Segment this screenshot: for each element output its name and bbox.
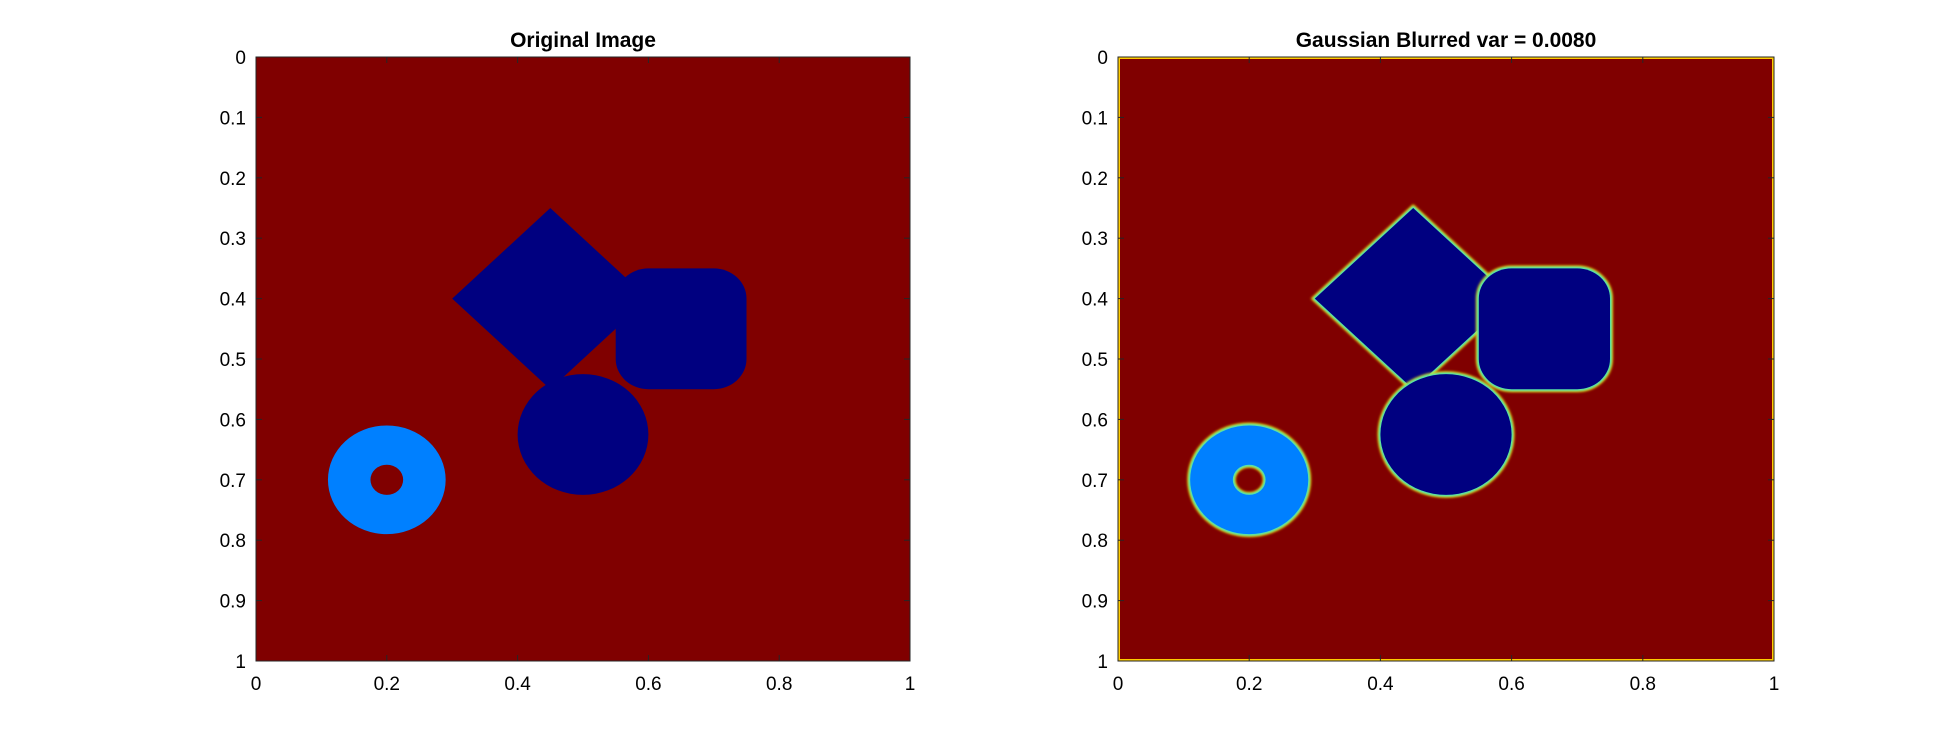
left-y-tick-label: 0.5: [220, 350, 246, 371]
right-y-axis: 0 0.1 0.2 0.3 0.4 0.5 0.6 0.7 0.8 0.9 1: [1082, 48, 1774, 673]
left-shape-diamond-0: [452, 208, 649, 390]
left-x-tick-label: 1: [905, 674, 916, 695]
left-y-tick-label: 0.6: [220, 410, 246, 431]
left-y-tick-label: 0.3: [220, 229, 246, 250]
left-y-tick-label: 0.7: [220, 471, 246, 492]
left-y-tick-label: 1: [235, 652, 246, 673]
left-shape-circle-2: [517, 374, 649, 495]
left-x-tick-label: 0: [251, 674, 262, 695]
left-y-tick-label: 0.9: [220, 592, 246, 613]
right-x-tick-label: 0.4: [1367, 674, 1394, 695]
left-shape-ring-3: [327, 425, 446, 535]
right-x-tick-label: 0.8: [1630, 674, 1656, 695]
left-chart-title: Original Image: [510, 29, 656, 52]
right-shape-circle-2: [1380, 374, 1512, 495]
right-y-tick-label: 0.7: [1082, 471, 1108, 492]
right-x-tick-label: 0: [1113, 674, 1124, 695]
right-y-tick-label: 0.3: [1082, 229, 1108, 250]
right-y-tick-label: 1: [1097, 652, 1108, 673]
left-x-tick-label: 0.4: [504, 674, 531, 695]
right-plot-area: [1117, 56, 1775, 662]
right-x-axis: 0 0.2 0.4 0.6 0.8 1: [1113, 57, 1780, 695]
right-shape-ring-3: [1190, 425, 1309, 535]
right-y-tick-label: 0.5: [1082, 350, 1108, 371]
right-y-tick-label: 0.1: [1082, 108, 1108, 129]
left-y-tick-label: 0.8: [220, 531, 246, 552]
right-x-tick-label: 1: [1769, 674, 1780, 695]
right-y-tick-label: 0.4: [1082, 290, 1109, 311]
right-x-tick-label: 0.6: [1498, 674, 1524, 695]
left-y-tick-label: 0.2: [220, 169, 246, 190]
left-shape-rounded-rect-1: [615, 268, 747, 390]
right-shape-rounded-rect-1: [1478, 268, 1610, 390]
right-shapes: [1187, 204, 1613, 537]
left-shapes: [327, 208, 747, 535]
right-x-tick-label: 0.2: [1236, 674, 1262, 695]
left-x-tick-label: 0.2: [374, 674, 400, 695]
left-y-tick-label: 0.4: [220, 290, 247, 311]
left-plot-area: [255, 56, 911, 662]
right-y-tick-label: 0.6: [1082, 410, 1108, 431]
right-y-tick-label: 0.8: [1082, 531, 1108, 552]
right-y-tick-label: 0.2: [1082, 169, 1108, 190]
right-y-tick-label: 0.9: [1082, 592, 1108, 613]
right-shape-diamond-0: [1314, 208, 1512, 390]
left-y-axis: 0 0.1 0.2 0.3 0.4 0.5 0.6 0.7 0.8 0.9 1: [220, 48, 910, 673]
left-x-tick-label: 0.6: [635, 674, 661, 695]
right-heatmap-panel: Gaussian Blurred var = 0.0080 0 0.2 0.4 0.6…: [1082, 29, 1780, 695]
left-x-tick-label: 0.8: [766, 674, 792, 695]
left-x-axis: 0 0.2 0.4 0.6 0.8 1: [251, 57, 916, 695]
right-chart-title: Gaussian Blurred var = 0.0080: [1296, 29, 1597, 52]
left-y-tick-label: 0.1: [220, 108, 246, 129]
left-heatmap-panel: Original Image 0 0.2 0.4 0.6 0.8 1 0 0.1 0.2 0.3…: [220, 29, 916, 695]
right-y-tick-label: 0: [1097, 48, 1108, 69]
left-y-tick-label: 0: [235, 48, 246, 69]
